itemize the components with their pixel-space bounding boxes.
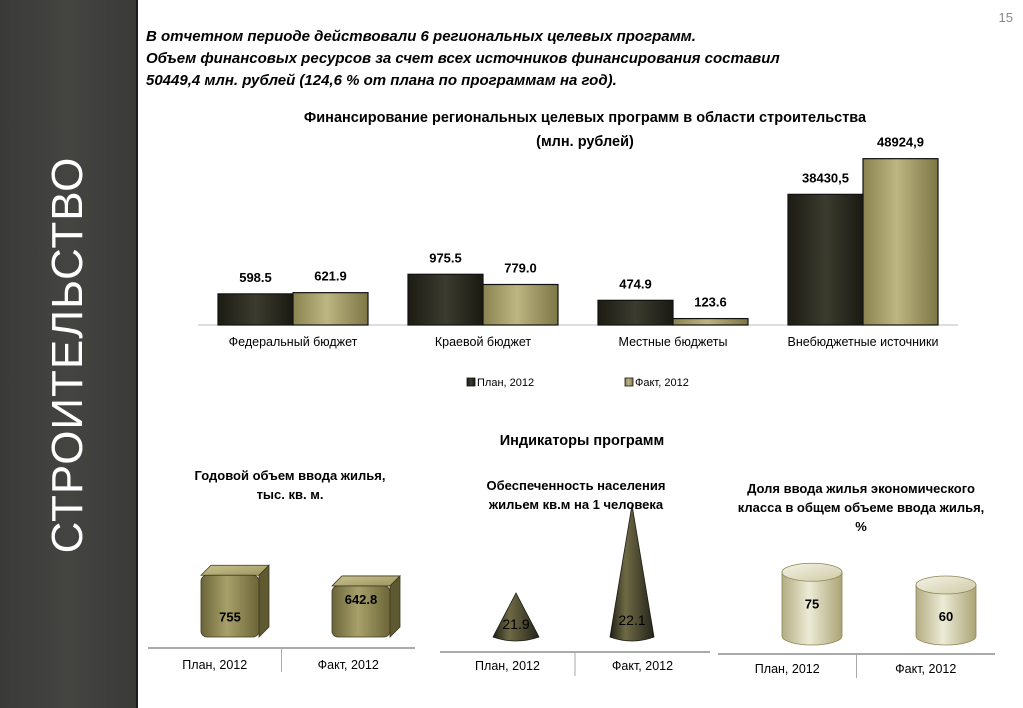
housing-box-top-1 [331, 575, 401, 587]
provision-title: Обеспеченность населения жильем кв.м на … [440, 476, 712, 514]
value-label-fact-1: 779.0 [504, 260, 537, 275]
bar-fact-2 [672, 317, 749, 326]
sidebar [0, 0, 138, 708]
indicators-title: Индикаторы программ [499, 433, 665, 449]
bar-fact-0 [292, 292, 369, 326]
economy-category-label-1: Факт, 2012 [895, 662, 956, 676]
housing-category-label-1: Факт, 2012 [318, 658, 379, 672]
legend-label-fact: Факт, 2012 [635, 377, 689, 389]
value-label-plan-1: 975.5 [429, 250, 462, 265]
category-label-3: Внебюджетные источники [788, 335, 939, 349]
bar-fact-3 [862, 158, 939, 326]
value-label-fact-0: 621.9 [314, 269, 347, 284]
financing-chart-title: Финансирование региональных целевых прог… [150, 106, 1020, 154]
housing-box-top-0 [200, 564, 270, 576]
provision-category-label-1: Факт, 2012 [612, 659, 673, 673]
economy-share-title-line-2: класса в общем объеме ввода жилья, [737, 500, 985, 515]
housing-value-label-1: 642.8 [345, 592, 378, 607]
provision-cone-1 [609, 504, 655, 642]
category-label-0: Федеральный бюджет [229, 335, 358, 349]
provision-value-label-1: 22.1 [618, 612, 645, 628]
provision-category-label-0: План, 2012 [475, 659, 540, 673]
economy-value-label-0: 75 [805, 596, 819, 611]
value-label-fact-3: 48924,9 [877, 135, 924, 150]
legend-swatch-fact [624, 377, 634, 387]
housing-category-label-0: План, 2012 [182, 658, 247, 672]
housing-volume-title: Годовой объем ввода жилья, тыс. кв. м. [150, 466, 430, 504]
provision-chart: 21.9 22.1 План, 2012 Факт, 2012 [440, 504, 710, 676]
economy-share-title-line-1: Доля ввода жилья экономического [747, 481, 975, 496]
bar-plan-0 [217, 293, 294, 326]
intro-line-3: 50449,4 млн. рублей (124,6 % от плана по… [146, 72, 617, 89]
page-number: 15 [998, 10, 1013, 25]
value-label-plan-2: 474.9 [619, 276, 652, 291]
legend-swatch-plan [466, 377, 476, 387]
economy-share-title-line-3: % [855, 519, 867, 534]
value-label-plan-3: 38430,5 [802, 170, 849, 185]
financing-chart-subtitle: (млн. рублей) [536, 134, 634, 150]
economy-share-chart: 75 60 План, 2012 Факт, 2012 [718, 562, 995, 678]
category-label-1: Краевой бюджет [435, 335, 531, 349]
housing-volume-title-line-2: тыс. кв. м. [256, 487, 324, 502]
bar-plan-1 [407, 273, 484, 326]
housing-volume-title-line-1: Годовой объем ввода жилья, [194, 468, 386, 483]
intro-line-1: В отчетном периоде действовали 6 региона… [146, 28, 696, 45]
bar-plan-2 [597, 299, 674, 326]
housing-box-0 [200, 574, 260, 638]
housing-value-label-0: 755 [219, 609, 241, 624]
provision-cone-0 [492, 592, 540, 642]
intro-line-2: Объем финансовых ресурсов за счет всех и… [146, 50, 780, 67]
bar-fact-1 [482, 283, 559, 326]
housing-box-1 [331, 585, 391, 638]
economy-value-label-1: 60 [939, 609, 953, 624]
category-label-2: Местные бюджеты [619, 335, 728, 349]
legend-label-plan: План, 2012 [477, 377, 534, 389]
economy-share-title: Доля ввода жилья экономического класса в… [720, 479, 1002, 536]
economy-cylinder-top-0 [781, 562, 843, 582]
housing-box-side-1 [389, 574, 401, 638]
provision-value-label-0: 21.9 [502, 616, 529, 632]
economy-cylinder-0 [781, 571, 843, 646]
financing-bar-chart: 598.5 621.9 Федеральный бюджет 975.5 779.0 Кр… [198, 135, 958, 389]
financing-chart-title-text: Финансирование региональных целевых прог… [303, 110, 867, 126]
economy-category-label-0: План, 2012 [755, 662, 820, 676]
provision-title-line-2: жильем кв.м на 1 человека [488, 497, 664, 512]
economy-cylinder-1 [915, 584, 977, 646]
bar-plan-3 [787, 193, 864, 326]
intro-text: В отчетном периоде действовали 6 региона… [146, 26, 1006, 92]
housing-box-side-0 [258, 564, 270, 638]
value-label-fact-2: 123.6 [694, 295, 727, 310]
sidebar-divider [136, 0, 138, 708]
economy-cylinder-top-1 [915, 575, 977, 595]
housing-volume-chart: 755 642.8 План, 2012 Факт, 2012 [148, 564, 415, 672]
value-label-plan-0: 598.5 [239, 270, 272, 285]
provision-title-line-1: Обеспеченность населения [486, 478, 666, 493]
